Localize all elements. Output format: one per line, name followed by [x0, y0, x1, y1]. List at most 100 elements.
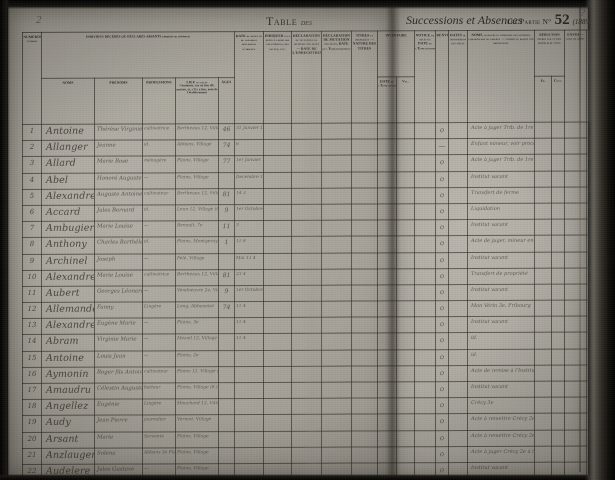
cell-observations-text	[587, 333, 615, 336]
cell-reduction-cent	[551, 138, 565, 155]
cell-inventory-date	[377, 219, 397, 237]
cell-date-of-death	[234, 366, 264, 383]
cell-titles	[351, 349, 378, 366]
cell-observations	[586, 218, 615, 236]
cell-order-number: 9	[22, 253, 42, 271]
cell-profession-text: cultivateur	[144, 191, 169, 197]
cell-declaration	[291, 123, 322, 140]
cell-absence	[321, 171, 352, 188]
cell-name: Abel	[41, 172, 95, 190]
cell-place-of-death: Plains, Village	[175, 431, 219, 448]
cell-notice	[414, 219, 436, 237]
cell-renvoi: o	[435, 381, 449, 398]
cell-place-of-death: Mesnil 12, Village (8.)	[175, 334, 219, 351]
cell-profession-text: —	[144, 466, 149, 472]
cell-age-text	[219, 383, 234, 386]
cell-name-text: Allard	[46, 158, 76, 170]
cell-inventory-volume	[396, 333, 415, 350]
cell-age: 1	[218, 236, 235, 254]
cell-age-text	[219, 367, 234, 370]
cell-profession: batteur	[142, 382, 176, 400]
cell-declaration	[291, 139, 322, 156]
cell-order-number-text: 20	[27, 434, 37, 443]
cell-renvoi: o	[435, 252, 449, 269]
cell-absence	[321, 333, 352, 350]
cell-place-of-death: Vernoit, Village	[175, 415, 219, 432]
cell-observations-text	[587, 219, 615, 222]
cell-observations: Vernoit 12 4	[586, 283, 615, 301]
cell-notaries: Acte de remise à l'Institut 3e	[467, 365, 535, 382]
cell-renvoi: o	[435, 155, 449, 172]
cell-reduction-cent	[551, 154, 565, 171]
cell-date-of-death-text: 31 Janvier 1889	[236, 125, 263, 132]
cell-place-of-death: Plains, Village	[175, 447, 219, 464]
cell-age	[218, 334, 235, 351]
cell-reduction-cent	[551, 186, 565, 204]
cell-forename: Joseph	[94, 253, 143, 270]
cell-transmission	[448, 462, 468, 479]
cell-age-text	[219, 432, 234, 435]
part-label: 1re Partie N°	[506, 17, 552, 26]
th-forenames: PRÉNOMS	[94, 77, 143, 125]
cell-renvoi: o	[435, 430, 449, 447]
cell-notaries-text: Crécy 3e	[471, 400, 494, 407]
cell-reduction-fr	[534, 203, 552, 220]
cell-age-text	[219, 464, 234, 467]
cell-date-of-death	[234, 350, 264, 367]
cell-inventory-date	[377, 446, 397, 463]
cell-observations	[586, 461, 615, 479]
cell-age: 11	[218, 220, 235, 237]
cell-date-of-death-text	[235, 383, 263, 386]
cell-heirs	[263, 398, 292, 415]
cell-date-of-death-text: 3	[236, 223, 239, 229]
cell-titles	[351, 236, 378, 253]
cell-reduction-fr	[534, 365, 552, 382]
cell-titles	[351, 430, 378, 447]
cell-renvoi-text: o	[439, 466, 445, 475]
cell-titles	[351, 365, 378, 383]
cell-titles	[351, 122, 378, 140]
cell-place-of-death-text: Long, Abbanoise	[177, 304, 215, 310]
cell-transmission	[448, 203, 468, 220]
cell-titles	[351, 252, 378, 269]
cell-absence	[321, 446, 352, 464]
cell-date-of-death	[234, 398, 264, 415]
cell-age-text	[219, 399, 234, 402]
cell-date-of-death-text	[235, 399, 263, 402]
cell-transmission	[448, 300, 468, 317]
cell-forename: Eugène Marie	[94, 318, 143, 335]
cell-forename: Thérèse Virginie	[94, 123, 143, 141]
cell-place-of-death-text: Bertheaux 12, Village (8.)	[177, 126, 218, 132]
cell-titles	[351, 284, 378, 302]
cell-name-text: Allanger	[46, 141, 88, 154]
cell-date-of-death: 1er Janvier 1889	[234, 155, 264, 173]
th-names: NOMS	[41, 78, 95, 125]
cell-inventory-date	[377, 284, 397, 302]
page-title-subject: Successions et Absences	[406, 13, 523, 27]
cell-age-text: 1	[224, 239, 229, 247]
cell-absence	[321, 203, 352, 221]
cell-age-text	[219, 318, 234, 321]
register-table-container: NUMÉROS d'ordre INDIVIDUS DÉCÉDÉS OU DÉC…	[22, 29, 615, 480]
cell-order-number: 19	[22, 415, 42, 433]
cell-absence	[321, 284, 352, 302]
cell-observations-text	[587, 171, 615, 174]
cell-declaration	[291, 236, 322, 253]
cell-notaries: Institut vacant	[467, 170, 535, 188]
cell-notice	[414, 300, 436, 318]
cell-age: 9	[218, 204, 235, 221]
cell-observations-text	[587, 349, 615, 352]
cell-order-number-text: 3	[29, 159, 35, 168]
cell-dispatch	[564, 348, 587, 365]
cell-place-of-death: Plains, Village	[175, 156, 219, 173]
cell-inventory-volume	[396, 155, 415, 172]
cell-date-of-death-text: 11 4	[236, 320, 246, 326]
th-inventory-volume: Vol.	[396, 76, 415, 123]
cell-absence	[321, 252, 352, 269]
cell-notice	[414, 236, 436, 253]
th-date-of-death: DATE du décès ou du jugement déclaratif …	[234, 31, 264, 124]
cell-order-number: 16	[22, 367, 42, 384]
th-order-number: NUMÉROS d'ordre	[22, 32, 42, 125]
cell-profession: —	[142, 350, 176, 367]
cell-age-text: 9	[224, 207, 229, 215]
